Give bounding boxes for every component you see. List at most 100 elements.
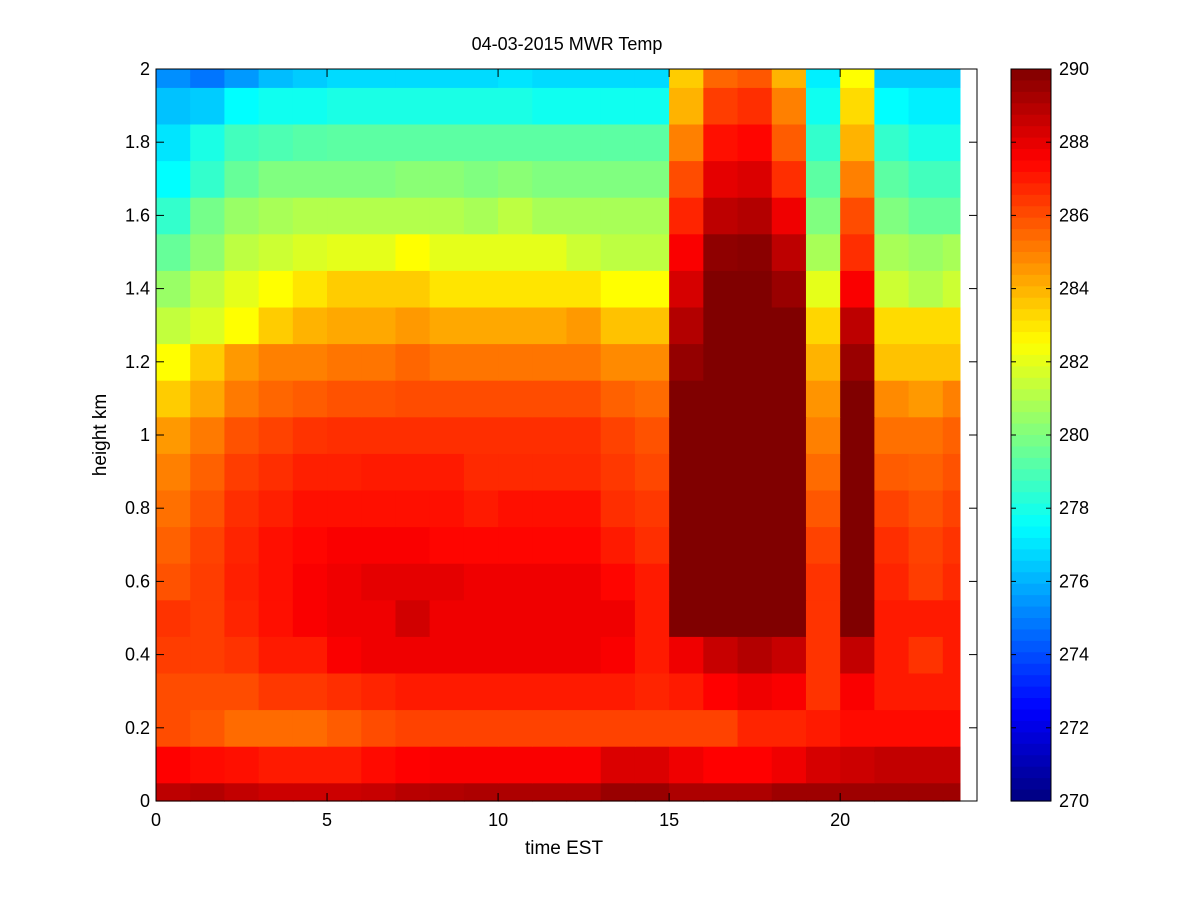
- heatmap-cell: [258, 306, 294, 345]
- heatmap-cell: [566, 69, 602, 88]
- heatmap-cell: [840, 563, 875, 601]
- heatmap-cell: [224, 160, 260, 198]
- heatmap-cell: [600, 489, 636, 528]
- colorbar-segment: [1011, 537, 1051, 550]
- heatmap-cell: [258, 123, 294, 162]
- heatmap-cell: [874, 453, 910, 491]
- heatmap-cell: [190, 69, 226, 88]
- heatmap-cell: [498, 453, 533, 491]
- heatmap-cell: [634, 672, 670, 711]
- heatmap-cell: [634, 599, 670, 637]
- colorbar-segment: [1011, 274, 1051, 287]
- heatmap-cell: [532, 69, 568, 88]
- colorbar-segment: [1011, 755, 1051, 768]
- heatmap-cell: [669, 160, 704, 198]
- heatmap-cell: [361, 526, 397, 564]
- heatmap-cell: [190, 380, 226, 418]
- colorbar-segment: [1011, 515, 1051, 528]
- heatmap-cell: [737, 160, 773, 198]
- heatmap-cell: [429, 526, 465, 564]
- colorbar-segment: [1011, 778, 1051, 791]
- heatmap-cell: [361, 123, 397, 162]
- heatmap-cell: [395, 453, 431, 491]
- heatmap-cell: [737, 87, 773, 125]
- heatmap-cell: [498, 69, 533, 88]
- heatmap-cell: [156, 380, 191, 418]
- heatmap-cell: [874, 782, 910, 802]
- heatmap-cell: [669, 380, 704, 418]
- heatmap-cell: [703, 123, 739, 162]
- heatmap-cell: [463, 270, 499, 308]
- heatmap-cell: [532, 563, 568, 601]
- heatmap-cell: [532, 636, 568, 674]
- heatmap-cell: [669, 197, 704, 235]
- heatmap-cell: [669, 233, 704, 271]
- colorbar-segment: [1011, 183, 1051, 196]
- heatmap-cell: [292, 453, 328, 491]
- heatmap-cell: [703, 526, 739, 564]
- heatmap-cell: [908, 270, 944, 308]
- heatmap-cell: [498, 343, 533, 381]
- heatmap-cell: [258, 489, 294, 528]
- heatmap-cell: [292, 489, 328, 528]
- heatmap-cell: [908, 87, 944, 125]
- heatmap-cell: [190, 270, 226, 308]
- heatmap-cell: [498, 489, 533, 528]
- heatmap-cell: [703, 87, 739, 125]
- heatmap-cell: [737, 453, 773, 491]
- heatmap-cell: [669, 306, 704, 345]
- heatmap-cell: [361, 709, 397, 747]
- heatmap-cell: [566, 380, 602, 418]
- heatmap-cell: [600, 343, 636, 381]
- heatmap-cell: [258, 672, 294, 711]
- colorbar: 270 272 274 276 278 280 282 284 286 288 290: [1010, 59, 1089, 811]
- heatmap-cell: [190, 782, 226, 802]
- heatmap-cell: [908, 672, 944, 711]
- heatmap-cell: [634, 69, 670, 88]
- heatmap-cell: [874, 489, 910, 528]
- heatmap-cell: [190, 599, 226, 637]
- heatmap-cell: [805, 782, 841, 802]
- heatmap-cell: [942, 87, 961, 125]
- heatmap-cell: [498, 599, 533, 637]
- colorbar-segment: [1011, 423, 1051, 436]
- y-tick-label: 1.6: [125, 205, 150, 225]
- heatmap-cell: [429, 453, 465, 491]
- heatmap-cell: [463, 563, 499, 601]
- heatmap-cell: [840, 343, 875, 381]
- heatmap-cell: [703, 636, 739, 674]
- heatmap-cell: [669, 453, 704, 491]
- heatmap-cell: [669, 709, 704, 747]
- heatmap-cell: [771, 782, 807, 802]
- heatmap-cell: [908, 416, 944, 454]
- heatmap-cell: [156, 306, 191, 345]
- heatmap-cell: [737, 123, 773, 162]
- heatmap-cell: [771, 160, 807, 198]
- heatmap-cell: [361, 69, 397, 88]
- heatmap-cell: [600, 599, 636, 637]
- heatmap-cell: [874, 599, 910, 637]
- heatmap-cell: [224, 709, 260, 747]
- heatmap-cell: [874, 416, 910, 454]
- colorbar-segment: [1011, 343, 1051, 356]
- colorbar-segment: [1011, 171, 1051, 184]
- heatmap-cell: [532, 197, 568, 235]
- heatmap-cell: [224, 746, 260, 784]
- colorbar-segment: [1011, 286, 1051, 299]
- heatmap-cell: [327, 672, 362, 711]
- heatmap-cell: [156, 526, 191, 564]
- heatmap-cell: [224, 69, 260, 88]
- heatmap-cell: [361, 197, 397, 235]
- colorbar-segment: [1011, 69, 1051, 82]
- heatmap-cell: [805, 69, 841, 88]
- colorbar-segment: [1011, 526, 1051, 539]
- heatmap-cell: [258, 416, 294, 454]
- heatmap-cell: [156, 746, 191, 784]
- heatmap-cell: [190, 416, 226, 454]
- heatmap-cell: [566, 306, 602, 345]
- heatmap-cell: [737, 306, 773, 345]
- heatmap-cell: [395, 709, 431, 747]
- heatmap-cell: [395, 599, 431, 637]
- heatmap-cell: [498, 563, 533, 601]
- colorbar-segment: [1011, 389, 1051, 402]
